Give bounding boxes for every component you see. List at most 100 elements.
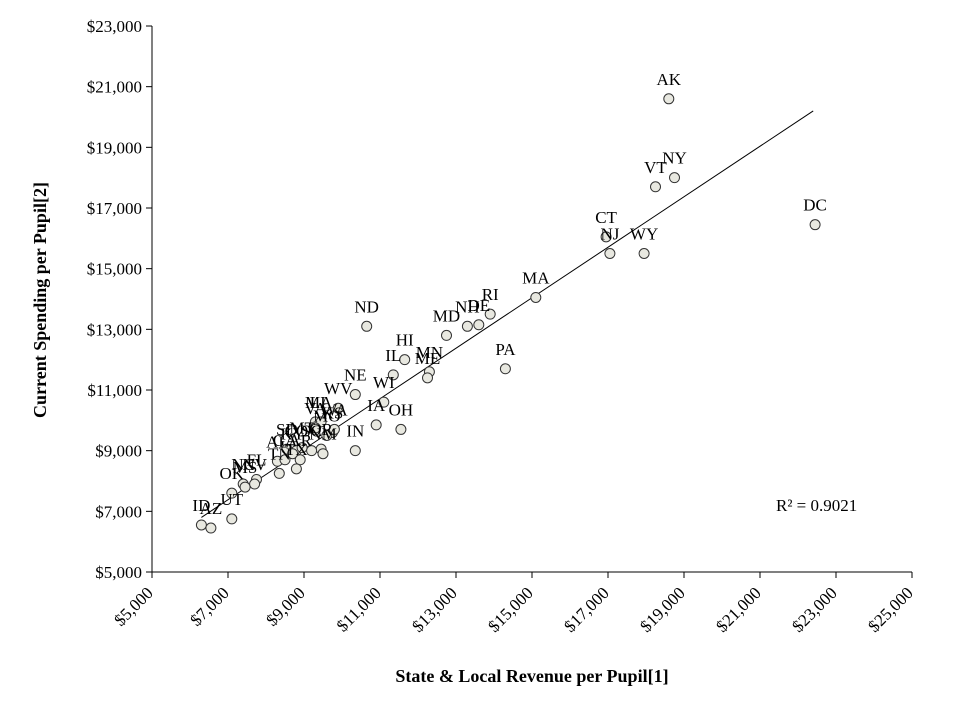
- point-tx: [290, 463, 302, 475]
- point-label-ok: OK: [220, 464, 245, 483]
- point-label-al: AL: [266, 432, 289, 451]
- point-ri: [484, 308, 496, 320]
- x-tick-label: $9,000: [262, 583, 308, 629]
- point-label-me: ME: [415, 349, 441, 368]
- point-label-ms: MS: [233, 458, 258, 477]
- x-tick-label: $25,000: [864, 583, 917, 636]
- point-label-fl: FL: [247, 450, 267, 469]
- point-label-nv: NV: [242, 455, 267, 474]
- point-dc: [809, 219, 821, 231]
- point-label-tx: TX: [285, 440, 308, 459]
- point-label-mn: MN: [416, 343, 443, 362]
- y-tick-label: $17,000: [87, 199, 142, 218]
- x-tick-label: $23,000: [788, 583, 841, 636]
- point-ne: [349, 389, 361, 401]
- point-il: [387, 369, 399, 381]
- y-tick-label: $5,000: [95, 563, 142, 582]
- point-ak: [663, 93, 675, 105]
- point-label-wv: WV: [324, 379, 353, 398]
- x-tick-label: $21,000: [712, 583, 765, 636]
- point-label-or: OR: [309, 420, 333, 439]
- point-label-md: MD: [433, 306, 460, 325]
- point-ia: [370, 419, 382, 431]
- point-label-ne: NE: [344, 366, 367, 385]
- point-label-wi: WI: [373, 373, 395, 392]
- point-label-mt: MT: [289, 419, 315, 438]
- y-tick-label: $23,000: [87, 17, 142, 36]
- point-label-ut: UT: [220, 490, 243, 509]
- x-axis-title: State & Local Revenue per Pupil[1]: [395, 666, 668, 686]
- point-label-tn: TN: [268, 444, 291, 463]
- point-md: [441, 329, 452, 341]
- y-tick-label: $21,000: [87, 78, 142, 97]
- point-wy: [638, 248, 650, 259]
- point-label-ct: CT: [595, 208, 617, 227]
- point-nm: [317, 448, 329, 460]
- point-label-ga: GA: [273, 431, 298, 450]
- point-in: [349, 445, 361, 457]
- point-label-wa: WA: [321, 400, 348, 419]
- point-pa: [499, 363, 511, 375]
- x-tick-label: $5,000: [110, 583, 156, 629]
- point-label-il: IL: [385, 346, 401, 365]
- point-label-ar: AR: [288, 431, 312, 450]
- x-tick-label: $17,000: [560, 583, 613, 636]
- point-ga: [279, 454, 291, 466]
- point-label-co: CO: [285, 422, 309, 441]
- point-label-vt: VT: [644, 158, 667, 177]
- point-de: [473, 319, 485, 331]
- point-oh: [395, 423, 407, 435]
- x-tick-label: $11,000: [333, 583, 385, 635]
- point-mo: [321, 430, 333, 441]
- point-az: [205, 522, 217, 534]
- point-nv: [249, 478, 261, 490]
- point-label-mi: MI: [305, 393, 326, 412]
- point-nh: [461, 320, 473, 332]
- point-label-ia: IA: [367, 396, 386, 415]
- point-label-de: DE: [467, 296, 490, 315]
- point-me: [422, 372, 433, 384]
- point-label-va: VA: [304, 399, 327, 418]
- point-tn: [273, 467, 285, 479]
- point-ny: [669, 172, 680, 184]
- y-tick-label: $7,000: [95, 502, 142, 521]
- point-ct: [600, 231, 612, 243]
- point-label-ma: MA: [522, 268, 550, 287]
- point-ar: [294, 454, 306, 466]
- point-ok: [226, 487, 238, 499]
- point-nj: [604, 248, 616, 259]
- point-label-la: LA: [310, 393, 333, 412]
- point-label-oh: OH: [389, 400, 414, 419]
- point-label-nc: NC: [231, 455, 255, 474]
- x-tick-label: $7,000: [186, 583, 232, 629]
- point-id: [195, 519, 207, 531]
- point-label-id: ID: [192, 496, 210, 515]
- x-tick-label: $15,000: [484, 583, 537, 636]
- point-label-nj: NJ: [600, 225, 619, 244]
- point-label-ak: AK: [657, 70, 682, 89]
- point-label-ks: KS: [322, 403, 344, 422]
- x-axis-ticks: $5,000 $7,000 $9,000 $11,000 $13,000 $15,000 $…: [110, 572, 917, 636]
- y-tick-label: $11,000: [87, 381, 142, 400]
- x-tick-label: $19,000: [636, 583, 689, 636]
- point-label-ky: KY: [280, 425, 305, 444]
- point-label-ri: RI: [482, 285, 499, 304]
- y-axis-ticks: $5,000 $7,000 $9,000 $11,000 $13,000 $15,000 $…: [87, 17, 152, 582]
- point-label-az: AZ: [200, 499, 223, 518]
- point-label-dc: DC: [803, 196, 827, 215]
- point-label-nd: ND: [354, 297, 379, 316]
- y-tick-label: $15,000: [87, 260, 142, 279]
- point-ut: [226, 513, 238, 525]
- point-label-wy: WY: [630, 225, 658, 244]
- point-wa: [328, 423, 340, 435]
- point-ky: [287, 448, 299, 460]
- data-points: [195, 93, 821, 534]
- point-label-sc: SC: [301, 422, 322, 441]
- point-label-hi: HI: [396, 331, 414, 350]
- point-va: [309, 422, 321, 434]
- point-hi: [399, 354, 411, 366]
- x-tick-label: $13,000: [408, 583, 461, 636]
- point-ma: [530, 291, 542, 303]
- point-label-nm: NM: [309, 425, 336, 444]
